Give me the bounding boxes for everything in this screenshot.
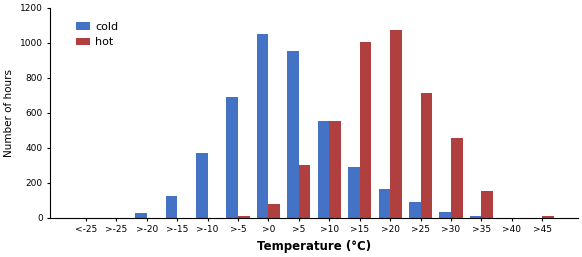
Bar <box>451 138 463 218</box>
Bar <box>318 121 329 218</box>
Bar <box>379 189 390 218</box>
Bar <box>329 121 341 218</box>
Bar <box>470 216 481 218</box>
Bar <box>288 51 299 218</box>
Legend: cold, hot: cold, hot <box>72 17 123 52</box>
Bar <box>226 97 238 218</box>
Bar <box>390 30 402 218</box>
X-axis label: Temperature (°C): Temperature (°C) <box>257 240 371 253</box>
Bar <box>268 204 280 218</box>
Bar <box>196 153 208 218</box>
Bar <box>166 196 177 218</box>
Bar <box>348 167 360 218</box>
Y-axis label: Number of hours: Number of hours <box>4 69 14 157</box>
Bar <box>481 191 493 218</box>
Bar <box>439 212 451 218</box>
Bar <box>135 213 147 218</box>
Bar <box>360 42 371 218</box>
Bar <box>257 34 268 218</box>
Bar <box>421 93 432 218</box>
Bar <box>542 216 554 218</box>
Bar <box>409 202 421 218</box>
Bar <box>238 216 250 218</box>
Bar <box>299 165 310 218</box>
